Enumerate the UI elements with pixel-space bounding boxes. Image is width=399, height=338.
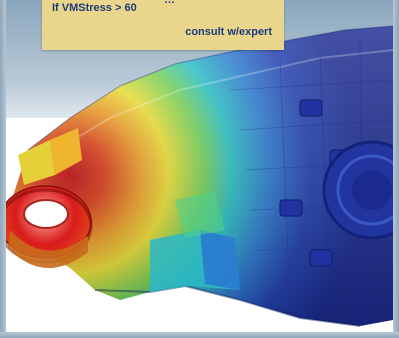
frame-right <box>393 0 399 338</box>
frame-left <box>0 0 6 338</box>
callout-action: consult w/expert <box>185 26 272 38</box>
frame-bottom <box>0 332 399 338</box>
callout-partial-text: … <box>164 0 175 6</box>
callout-condition: If VMStress > 60 <box>52 2 137 14</box>
stress-rule-callout: … If VMStress > 60 consult w/expert <box>42 0 284 50</box>
